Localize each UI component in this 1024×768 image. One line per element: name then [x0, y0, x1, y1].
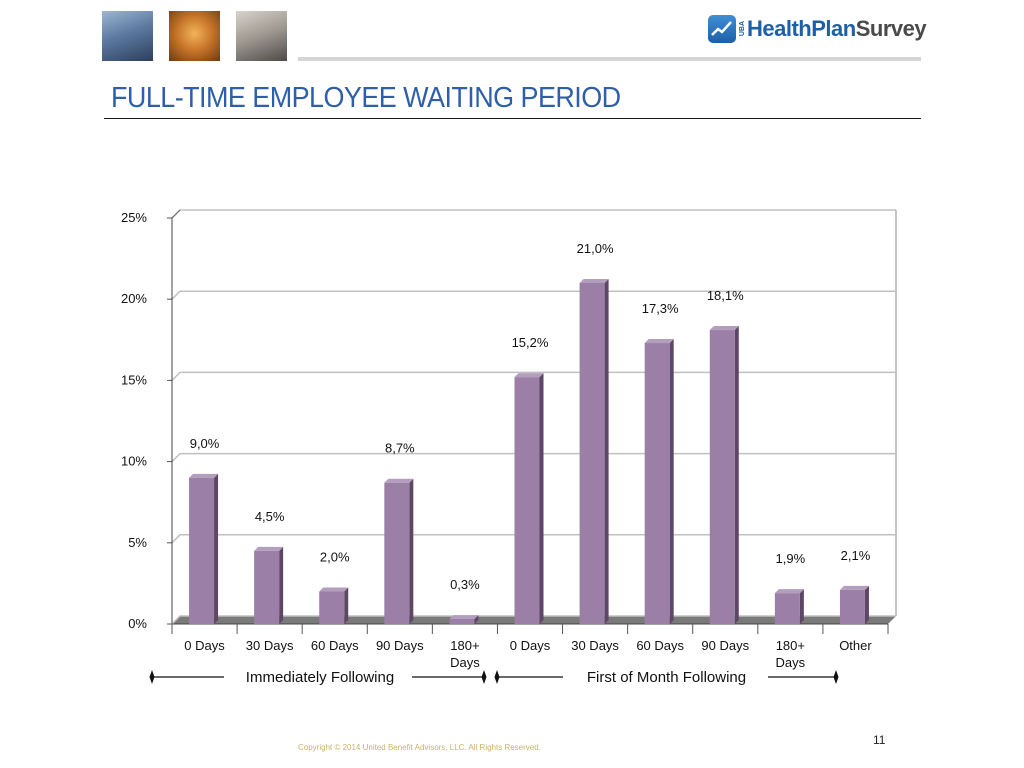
x-tick-label: 60 Days — [311, 638, 359, 653]
data-label: 9,0% — [190, 436, 220, 451]
bar — [189, 477, 215, 624]
x-tick-label: 90 Days — [376, 638, 424, 653]
gridline — [171, 290, 896, 300]
data-label: 0,3% — [450, 577, 480, 592]
bar-top — [579, 278, 609, 283]
y-tick-label: 10% — [121, 454, 147, 469]
y-tick-label: 25% — [121, 210, 147, 225]
page-number: 11 — [873, 733, 886, 747]
bar — [644, 343, 670, 624]
group-label: First of Month Following — [587, 669, 746, 686]
bar — [319, 591, 345, 624]
bar-top — [514, 373, 544, 378]
x-tick-label: 60 Days — [636, 638, 684, 653]
x-tick-label: 180+ Days — [450, 638, 480, 670]
bar-top — [254, 546, 284, 551]
chart-logo-icon — [708, 15, 736, 43]
x-tick-label: 0 Days — [184, 638, 225, 653]
x-tick-label: 0 Days — [510, 638, 551, 653]
bar-top — [189, 473, 219, 478]
data-label: 17,3% — [642, 301, 679, 316]
y-tick-label: 20% — [121, 291, 147, 306]
bar-side — [344, 587, 349, 624]
group-bracket-marker — [149, 670, 155, 684]
data-label: 15,2% — [512, 335, 549, 350]
logo-text-part1: HealthPlan — [747, 16, 856, 41]
data-label: 8,7% — [385, 441, 415, 456]
bar-side — [214, 473, 219, 624]
title-rule — [104, 118, 921, 119]
bar-side — [734, 326, 739, 624]
bar — [514, 377, 540, 624]
bar-side — [279, 546, 284, 624]
gridline — [171, 209, 896, 219]
bar-top — [644, 339, 674, 344]
chart-back-wall-corner — [171, 209, 181, 219]
data-label: 4,5% — [255, 509, 285, 524]
bar — [709, 330, 735, 624]
logo-text-part2: Survey — [855, 16, 927, 41]
bar-side — [669, 339, 674, 624]
bar-side — [604, 278, 609, 624]
x-tick-label: Other — [839, 638, 872, 653]
header-rule — [298, 57, 921, 61]
bar — [254, 550, 280, 624]
y-tick-label: 15% — [121, 372, 147, 387]
bar-top — [384, 478, 414, 483]
bar — [384, 482, 410, 624]
data-label: 21,0% — [577, 241, 614, 256]
x-tick-label: 30 Days — [571, 638, 619, 653]
bar-side — [799, 589, 804, 624]
group-bracket-marker — [481, 670, 487, 684]
group-label: Immediately Following — [246, 669, 394, 686]
x-tick-label: 180+ Days — [776, 638, 806, 670]
copyright-notice: Copyright © 2014 United Benefit Advisors… — [298, 743, 541, 752]
healthplansurvey-logo: UBA HealthPlanSurvey — [708, 14, 927, 44]
bar-top — [319, 587, 349, 592]
bar-top — [709, 326, 739, 331]
woman-on-phone-photo — [236, 11, 287, 61]
globe-photo — [169, 11, 220, 61]
y-tick-label: 0% — [128, 616, 147, 631]
bar — [449, 619, 475, 624]
page-title: FULL-TIME EMPLOYEE WAITING PERIOD — [111, 82, 621, 114]
bar — [579, 282, 605, 624]
data-label: 18,1% — [707, 288, 744, 303]
bar — [774, 593, 800, 624]
bar-top — [774, 589, 804, 594]
bar-side — [474, 615, 479, 624]
office-window-photo — [102, 11, 153, 61]
group-bracket-marker — [494, 670, 500, 684]
bar-side — [409, 478, 414, 624]
y-tick-label: 5% — [128, 535, 147, 550]
data-label: 1,9% — [776, 551, 806, 566]
bar-side — [864, 585, 869, 624]
group-bracket-marker — [833, 670, 839, 684]
bar-top — [839, 585, 869, 590]
x-tick-label: 90 Days — [701, 638, 749, 653]
bar — [839, 589, 865, 624]
data-label: 2,1% — [841, 548, 871, 563]
logo-text: HealthPlanSurvey — [747, 16, 927, 42]
data-label: 2,0% — [320, 550, 350, 565]
bar-top — [449, 615, 479, 620]
x-tick-label: 30 Days — [246, 638, 294, 653]
header-photos — [102, 11, 303, 61]
bar-side — [539, 373, 544, 624]
